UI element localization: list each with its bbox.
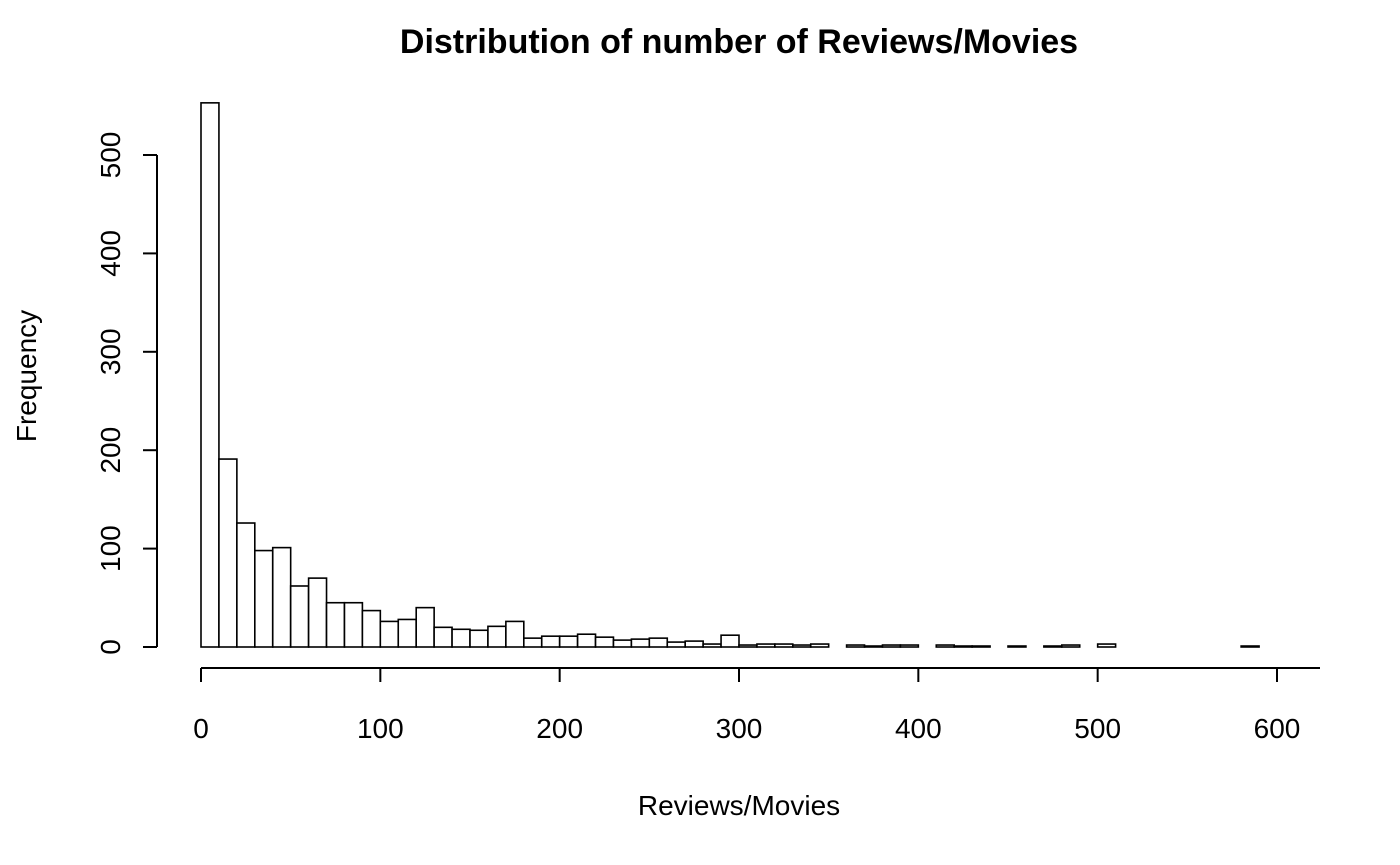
histogram-bar <box>200 102 220 648</box>
histogram-bar <box>594 636 615 648</box>
histogram-bar <box>791 644 812 648</box>
histogram-bar <box>1007 645 1027 648</box>
histogram-bar <box>1240 645 1260 648</box>
histogram-bar <box>720 634 740 648</box>
histogram-bar <box>774 643 794 648</box>
chart-title: Distribution of number of Reviews/Movies <box>400 23 1078 61</box>
histogram-bar <box>451 628 471 648</box>
histogram-bar <box>702 643 722 648</box>
histogram-bar <box>379 620 400 648</box>
histogram-bar <box>522 637 543 648</box>
histogram-bar <box>433 626 453 648</box>
histogram-bar <box>540 635 561 648</box>
histogram-bar <box>1043 645 1063 648</box>
histogram-bar <box>469 629 489 648</box>
histogram-bar <box>630 638 651 648</box>
histogram-bar <box>666 641 686 648</box>
histogram-bar <box>809 643 830 648</box>
histogram-bar <box>648 637 669 648</box>
histogram-bar <box>863 645 884 648</box>
y-tick-label: 100 <box>95 525 126 572</box>
histogram-bar <box>307 577 328 648</box>
histogram-bar <box>343 601 364 648</box>
histogram-bar <box>397 618 417 648</box>
histogram-bar <box>505 620 525 648</box>
x-tick-label: 200 <box>536 713 583 744</box>
histogram-bar <box>935 644 955 648</box>
y-axis-label: Frequency <box>11 310 42 442</box>
histogram-bar <box>218 458 238 648</box>
x-tick-label: 0 <box>193 713 209 744</box>
y-tick-label: 400 <box>95 230 126 277</box>
histogram-bar <box>325 601 346 648</box>
histogram-bar <box>612 639 633 648</box>
histogram-bar <box>899 644 920 648</box>
histogram-bar <box>254 549 274 648</box>
histogram-bar <box>415 606 435 648</box>
histogram-bar <box>236 522 256 648</box>
histogram-bar <box>971 645 991 648</box>
histogram-bar <box>271 546 292 648</box>
histogram-bar <box>881 644 902 648</box>
histogram-bar <box>953 645 973 648</box>
histogram-bar <box>1061 644 1081 648</box>
y-tick-label: 0 <box>95 639 126 655</box>
histogram-bar <box>845 644 866 648</box>
histogram-bar <box>684 640 704 648</box>
y-tick-label: 500 <box>95 132 126 179</box>
x-axis-label: Reviews/Movies <box>638 790 840 821</box>
x-tick-label: 500 <box>1074 713 1121 744</box>
histogram-bar <box>487 625 507 648</box>
y-axis: 0 100 200 300 400 500 <box>95 132 158 655</box>
histogram-bar <box>756 643 776 648</box>
x-tick-label: 400 <box>895 713 942 744</box>
y-tick-label: 200 <box>95 427 126 474</box>
x-tick-label: 600 <box>1254 713 1301 744</box>
x-tick-label: 100 <box>357 713 404 744</box>
histogram-bar <box>558 635 579 648</box>
histogram-bar <box>738 644 758 648</box>
y-tick-label: 300 <box>95 328 126 375</box>
histogram-bar <box>576 633 597 648</box>
histogram-bar <box>361 609 382 648</box>
x-axis: 0 100 200 300 400 500 600 <box>193 667 1320 744</box>
histogram-bar <box>289 585 310 648</box>
x-tick-label: 300 <box>716 713 763 744</box>
histogram-bar <box>1096 643 1117 648</box>
bars-group <box>200 102 1260 648</box>
